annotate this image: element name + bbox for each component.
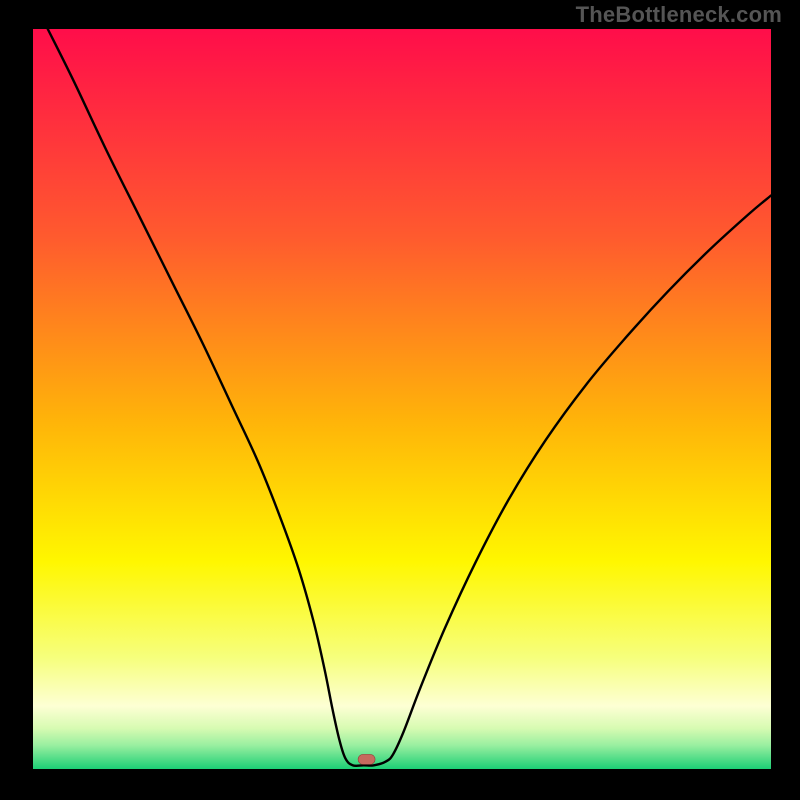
chart-container: TheBottleneck.com	[0, 0, 800, 800]
gradient-background	[33, 29, 771, 769]
bottleneck-curve-chart	[0, 0, 800, 800]
minimum-marker	[358, 754, 375, 764]
watermark-text: TheBottleneck.com	[576, 2, 782, 28]
